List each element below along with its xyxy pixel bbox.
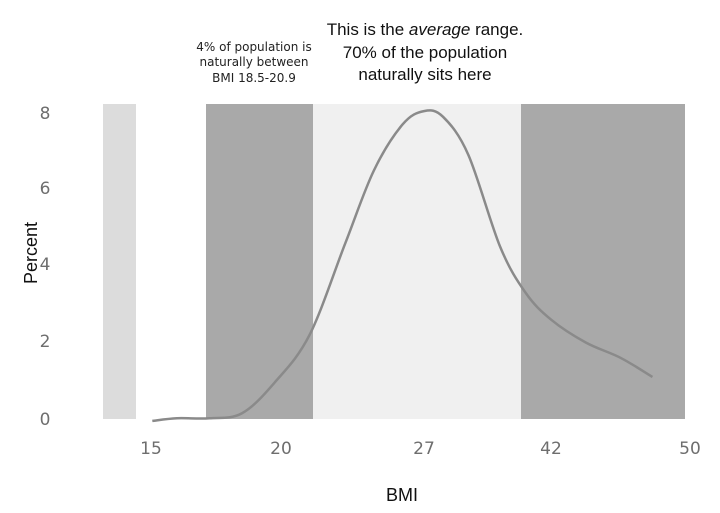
annotation-center-emphasis: average <box>409 20 470 39</box>
range-band <box>313 104 521 419</box>
annotation-center-line1-end: range. <box>470 20 523 39</box>
y-tick-label: 6 <box>40 179 51 199</box>
annotation-left-line2: naturally between <box>199 55 308 69</box>
annotation-center-line1: This is the average range. <box>327 20 524 39</box>
annotation-center-line2: 70% of the population <box>343 43 507 62</box>
x-tick-label: 20 <box>270 439 292 459</box>
y-tick-label: 8 <box>40 104 51 124</box>
annotation-left-line1: 4% of population is <box>196 40 312 54</box>
x-tick-label: 27 <box>413 439 435 459</box>
annotation-left-line3: BMI 18.5-20.9 <box>212 71 296 85</box>
x-tick-label: 15 <box>140 439 162 459</box>
y-axis-label: Percent <box>21 222 41 284</box>
y-tick-label: 0 <box>40 410 51 430</box>
annotation-center-line3: naturally sits here <box>358 65 491 84</box>
x-axis-label: BMI <box>386 485 418 505</box>
x-axis-ticks: 15 20 27 42 50 <box>140 439 701 459</box>
distribution-curve <box>152 109 654 423</box>
range-bands <box>103 104 685 419</box>
distribution-curve-layer <box>152 109 654 423</box>
annotation-center: This is the average range. 70% of the po… <box>327 20 524 84</box>
annotation-center-line1-start: This is the <box>327 20 409 39</box>
x-tick-label: 42 <box>540 439 562 459</box>
y-tick-label: 2 <box>40 332 51 352</box>
range-band <box>206 104 313 419</box>
y-axis-ticks: 0 2 4 6 8 <box>40 104 51 430</box>
range-band <box>521 104 685 419</box>
x-tick-label: 50 <box>679 439 701 459</box>
range-band <box>103 104 136 419</box>
annotation-left: 4% of population is naturally between BM… <box>196 40 312 85</box>
y-tick-label: 4 <box>40 255 51 275</box>
